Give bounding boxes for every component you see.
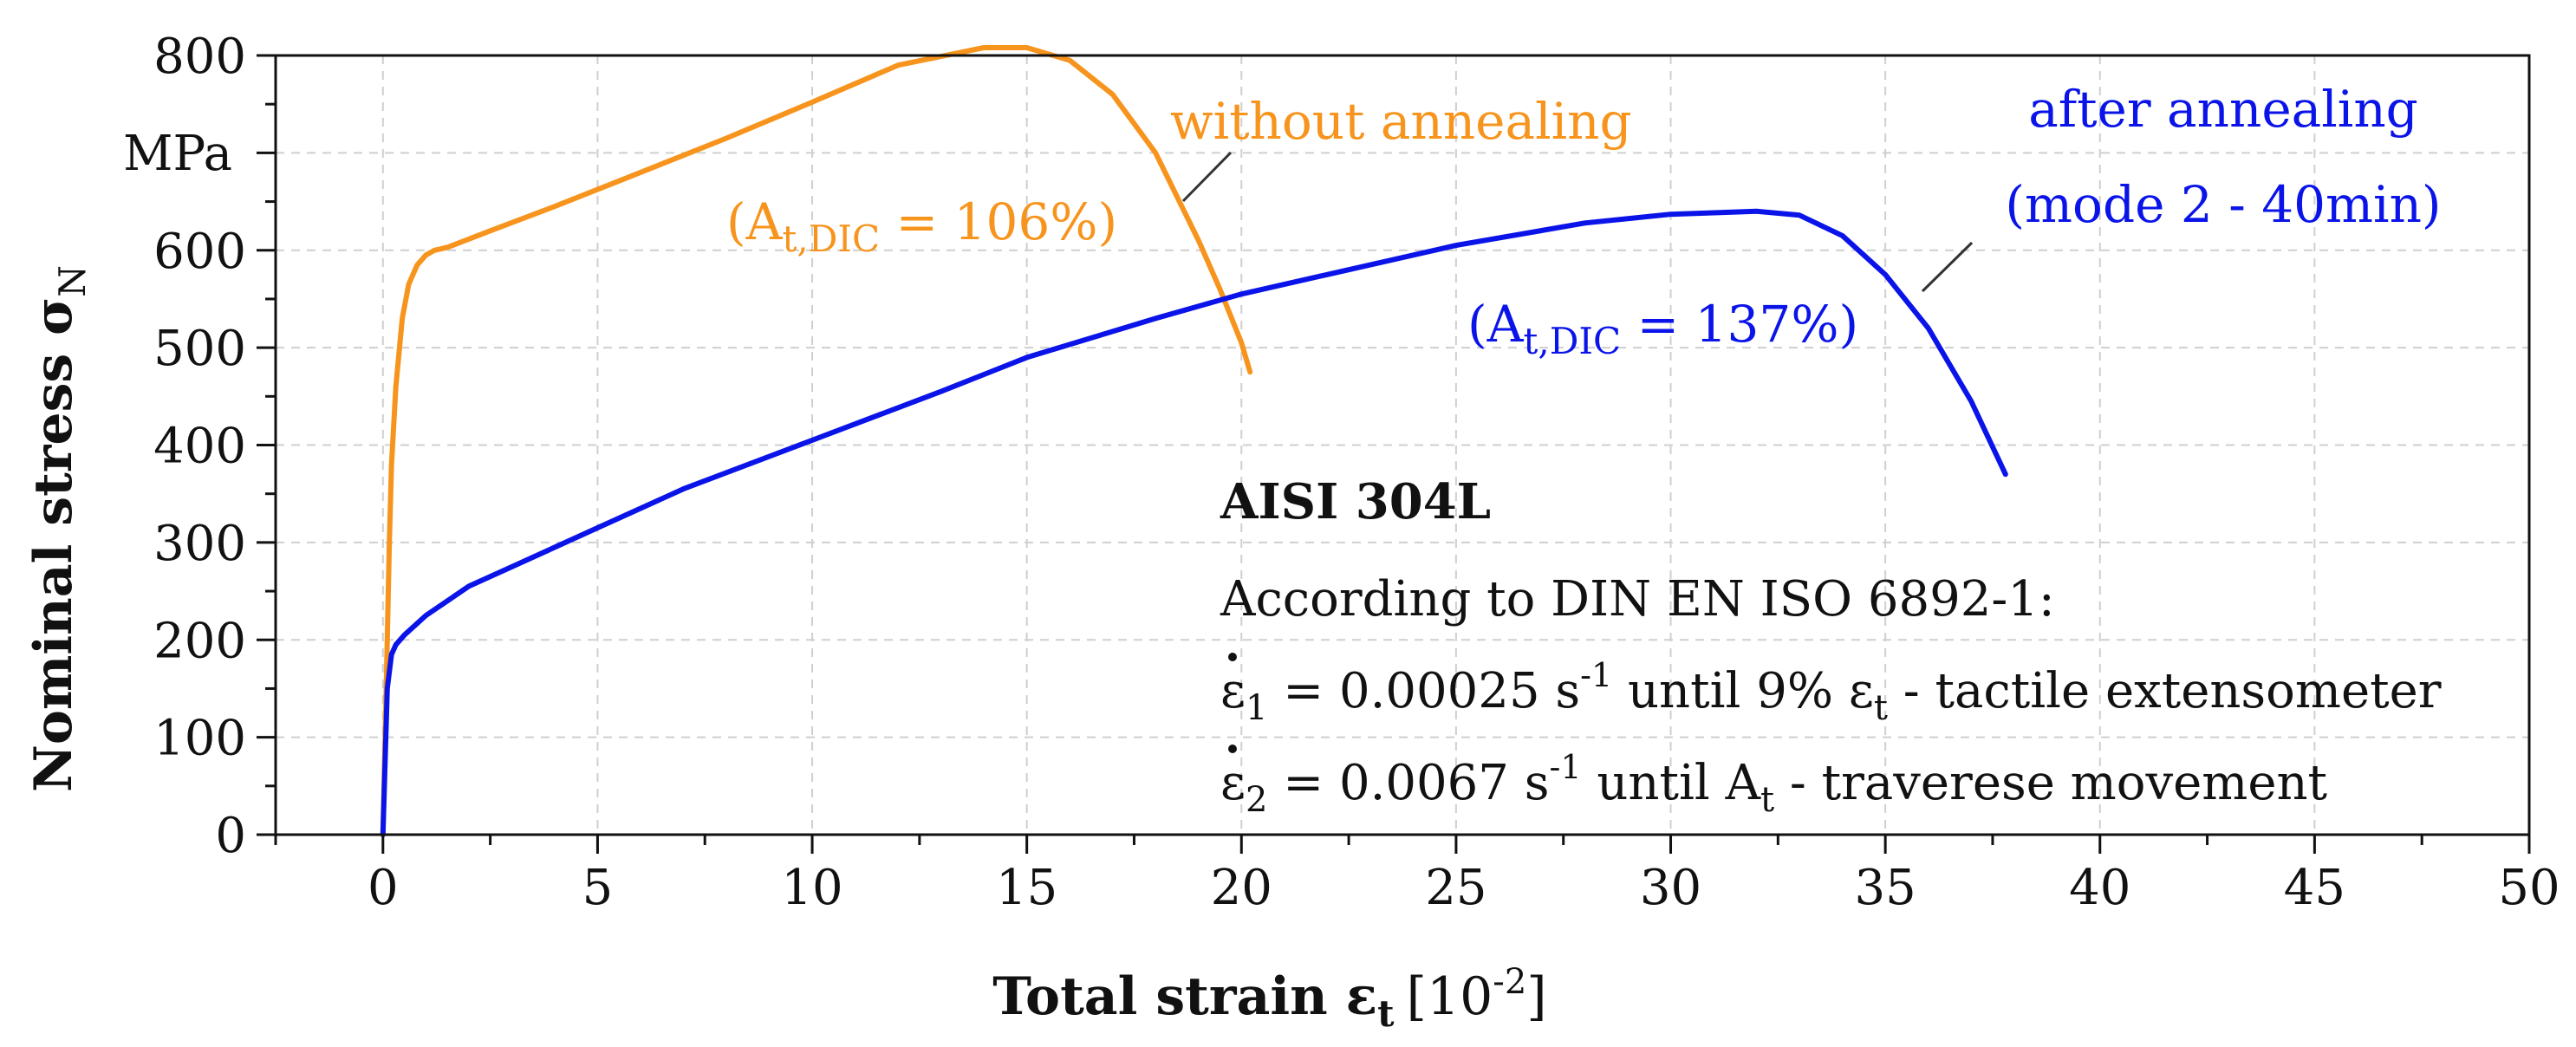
y-axis-title: Nominal stress σN: [23, 265, 94, 792]
orange-at-post: = 106%): [880, 192, 1117, 251]
leader-line-blue: [1921, 241, 1974, 293]
y-tick-label: 400: [153, 419, 246, 475]
blue-at-post: = 137%): [1621, 295, 1858, 354]
y-unit-label: MPa: [123, 126, 232, 182]
y-tick-label: 500: [153, 321, 246, 377]
ticks: [257, 54, 2531, 854]
y-tick-label: 300: [153, 516, 246, 572]
rate1-b: - tactile extensometer: [1888, 663, 2442, 719]
x-tick-label: 35: [1855, 860, 1916, 916]
rate2-sub: 2: [1246, 780, 1267, 820]
x-axis-title-sub: t: [1377, 992, 1395, 1035]
label-mode: (mode 2 - 40min): [2005, 175, 2441, 234]
rate1-sym: ε: [1220, 663, 1246, 719]
label-after-annealing: after annealing: [2028, 80, 2418, 139]
series-line-without-annealing: [380, 45, 1253, 837]
label-blue-at-dic: (At,DIC = 137%): [1467, 295, 1858, 362]
rate2-b: - traverese movement: [1774, 755, 2327, 811]
x-axis-unit-sup: -2: [1493, 962, 1526, 1002]
rate2-sym: ε: [1220, 755, 1246, 811]
rate1-a: until 9% ε: [1612, 663, 1874, 719]
rate-line-1: ε1 = 0.00025 s-1 until 9% εt - tactile e…: [1220, 653, 2442, 728]
orange-at-pre: (A: [726, 192, 784, 251]
rate1-dot: [1228, 653, 1237, 661]
y-tick-label: 0: [215, 808, 246, 864]
material-label: AISI 304L: [1220, 473, 1491, 530]
rate2-mid: = 0.0067 s: [1267, 755, 1549, 811]
leader-line-orange: [1181, 151, 1233, 203]
x-tick-label: 40: [2069, 860, 2130, 916]
rate1-sub: 1: [1246, 688, 1267, 728]
x-tick-label: 5: [582, 860, 614, 916]
rate2-a: until A: [1582, 755, 1761, 811]
y-tick-label: 800: [153, 29, 246, 85]
series-line-after-annealing: [380, 208, 2008, 837]
y-tick-label: 200: [153, 613, 246, 669]
rate1-mid: = 0.00025 s: [1267, 663, 1580, 719]
x-tick-label: 10: [781, 860, 842, 916]
x-tick-label: 25: [1425, 860, 1486, 916]
rate1-sup: -1: [1580, 656, 1612, 694]
blue-at-sub: t,DIC: [1524, 320, 1622, 362]
tick-labels: 0 5 10 15 20 25 30 35 40 45 5001002003004005006008…: [153, 29, 2560, 916]
label-without-annealing: without annealing: [1170, 92, 1632, 151]
y-axis-title-main: Nominal stress σ: [23, 297, 84, 792]
rate-line-2: ε2 = 0.0067 s-1 until At - traverese mov…: [1220, 745, 2328, 820]
rate2-sup: -1: [1549, 748, 1581, 786]
x-axis-title-main: Total strain ε: [992, 966, 1377, 1027]
series-group: [380, 45, 2008, 837]
x-tick-label: 45: [2284, 860, 2345, 916]
y-tick-label: 600: [153, 224, 246, 280]
blue-at-pre: (A: [1467, 295, 1525, 354]
rate2-text: ε2 = 0.0067 s-1 until At - traverese mov…: [1220, 748, 2328, 820]
rate1-text: ε1 = 0.00025 s-1 until 9% εt - tactile e…: [1220, 656, 2442, 728]
rate2-dot: [1228, 745, 1237, 753]
orange-at-sub: t,DIC: [783, 218, 881, 260]
x-tick-label: 20: [1211, 860, 1272, 916]
grid: [276, 55, 2530, 836]
rate1-sub2: t: [1874, 688, 1888, 728]
x-tick-label: 50: [2498, 860, 2560, 916]
x-tick-label: 15: [996, 860, 1057, 916]
x-axis-unit-close: ]: [1526, 966, 1546, 1027]
label-orange-at-dic: (At,DIC = 106%): [726, 192, 1117, 260]
x-axis-unit-open: [10: [1407, 966, 1493, 1027]
standard-label: According to DIN EN ISO 6892-1:: [1220, 571, 2055, 628]
x-tick-label: 30: [1640, 860, 1701, 916]
rate2-sub2: t: [1760, 780, 1774, 820]
y-tick-label: 100: [153, 711, 246, 767]
x-tick-label: 0: [368, 860, 399, 916]
x-axis-title: Total strain εt [10-2]: [992, 962, 1546, 1035]
y-axis-title-sub: N: [51, 265, 94, 297]
